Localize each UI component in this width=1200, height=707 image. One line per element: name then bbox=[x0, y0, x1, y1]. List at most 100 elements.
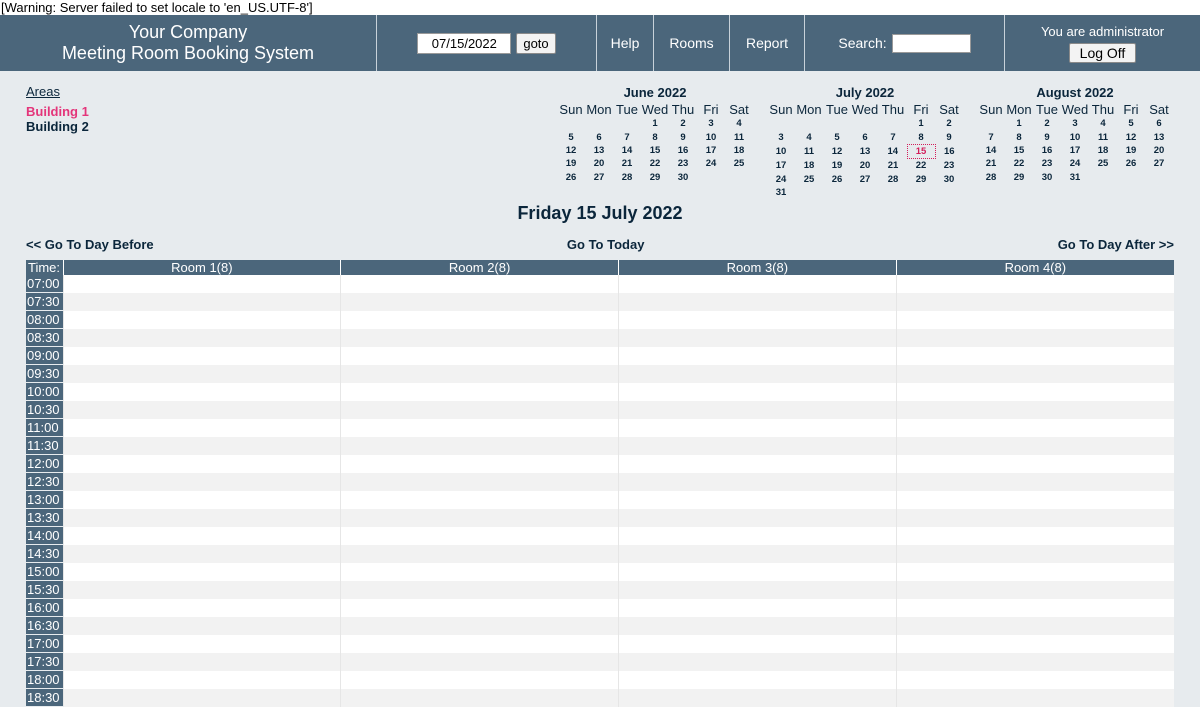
booking-cell[interactable] bbox=[618, 562, 897, 581]
calendar-day[interactable]: 15 bbox=[906, 143, 936, 160]
prev-day-link[interactable]: << Go To Day Before bbox=[26, 237, 154, 252]
booking-cell[interactable] bbox=[62, 508, 341, 527]
booking-cell[interactable] bbox=[618, 598, 897, 617]
booking-cell[interactable] bbox=[62, 670, 341, 689]
calendar-day[interactable]: 26 bbox=[1125, 158, 1137, 170]
time-label[interactable]: 08:30 bbox=[26, 328, 63, 347]
booking-cell[interactable] bbox=[895, 616, 1174, 635]
calendar-day[interactable]: 30 bbox=[1041, 171, 1053, 183]
booking-cell[interactable] bbox=[895, 508, 1174, 527]
booking-cell[interactable] bbox=[340, 634, 619, 653]
calendar-day[interactable]: 27 bbox=[1153, 158, 1165, 170]
booking-cell[interactable] bbox=[62, 310, 341, 329]
time-label[interactable]: 09:00 bbox=[26, 346, 63, 365]
booking-cell[interactable] bbox=[62, 400, 341, 419]
booking-cell[interactable] bbox=[618, 292, 897, 311]
calendar-day[interactable]: 18 bbox=[1097, 144, 1109, 156]
booking-cell[interactable] bbox=[340, 454, 619, 473]
company-title[interactable]: Your Company Meeting Room Booking System bbox=[0, 15, 377, 71]
calendar-day[interactable]: 31 bbox=[1069, 171, 1081, 183]
time-label[interactable]: 18:00 bbox=[26, 670, 63, 689]
booking-cell[interactable] bbox=[895, 310, 1174, 329]
calendar-day[interactable]: 16 bbox=[1041, 144, 1053, 156]
booking-cell[interactable] bbox=[62, 364, 341, 383]
booking-cell[interactable] bbox=[895, 670, 1174, 689]
calendar-day[interactable]: 16 bbox=[943, 145, 955, 157]
calendar-day[interactable]: 20 bbox=[1153, 144, 1165, 156]
booking-cell[interactable] bbox=[895, 634, 1174, 653]
booking-cell[interactable] bbox=[618, 400, 897, 419]
booking-cell[interactable] bbox=[618, 418, 897, 437]
room-header[interactable]: Room 2(8) bbox=[340, 260, 619, 275]
booking-cell[interactable] bbox=[62, 526, 341, 545]
time-label[interactable]: 13:00 bbox=[26, 490, 63, 509]
booking-cell[interactable] bbox=[895, 382, 1174, 401]
calendar-day[interactable]: 26 bbox=[565, 171, 577, 183]
booking-cell[interactable] bbox=[340, 526, 619, 545]
time-label[interactable]: 11:00 bbox=[26, 418, 63, 437]
calendar-day[interactable]: 15 bbox=[1013, 144, 1025, 156]
calendar-day[interactable]: 19 bbox=[1125, 144, 1137, 156]
booking-cell[interactable] bbox=[618, 454, 897, 473]
calendar-day[interactable]: 1 bbox=[652, 118, 658, 130]
calendar-day[interactable]: 21 bbox=[985, 158, 997, 170]
room-header[interactable]: Room 1(8) bbox=[62, 260, 341, 275]
booking-cell[interactable] bbox=[340, 275, 619, 293]
calendar-day[interactable]: 12 bbox=[831, 145, 843, 157]
booking-cell[interactable] bbox=[618, 275, 897, 293]
booking-cell[interactable] bbox=[895, 544, 1174, 563]
calendar-day[interactable]: 20 bbox=[593, 158, 605, 170]
calendar-day[interactable]: 3 bbox=[708, 118, 714, 130]
time-label[interactable]: 15:00 bbox=[26, 562, 63, 581]
booking-cell[interactable] bbox=[895, 580, 1174, 599]
calendar-day[interactable]: 21 bbox=[621, 158, 633, 170]
calendar-day[interactable]: 17 bbox=[705, 144, 717, 156]
booking-cell[interactable] bbox=[340, 364, 619, 383]
goto-button[interactable]: goto bbox=[516, 32, 556, 54]
time-label[interactable]: 15:30 bbox=[26, 580, 63, 599]
booking-cell[interactable] bbox=[895, 418, 1174, 437]
booking-cell[interactable] bbox=[618, 508, 897, 527]
time-label[interactable]: 18:30 bbox=[26, 688, 63, 707]
booking-cell[interactable] bbox=[62, 562, 341, 581]
calendar-day[interactable]: 2 bbox=[946, 118, 952, 130]
calendar-day[interactable]: 18 bbox=[803, 160, 815, 172]
time-label[interactable]: 10:30 bbox=[26, 400, 63, 419]
calendar-day[interactable]: 8 bbox=[652, 131, 658, 143]
booking-cell[interactable] bbox=[62, 472, 341, 491]
calendar-day[interactable]: 6 bbox=[1156, 118, 1162, 130]
calendar-day[interactable]: 6 bbox=[862, 131, 868, 143]
time-label[interactable]: 17:00 bbox=[26, 634, 63, 653]
calendar-day[interactable]: 10 bbox=[1069, 131, 1081, 143]
logoff-button[interactable]: Log Off bbox=[1068, 42, 1137, 63]
booking-cell[interactable] bbox=[62, 544, 341, 563]
calendar-day[interactable]: 20 bbox=[859, 160, 871, 172]
booking-cell[interactable] bbox=[895, 436, 1174, 455]
calendar-day[interactable]: 4 bbox=[806, 131, 812, 143]
calendar-day[interactable]: 29 bbox=[1013, 171, 1025, 183]
calendar-day[interactable]: 16 bbox=[677, 144, 689, 156]
calendar-day[interactable]: 19 bbox=[831, 160, 843, 172]
time-label[interactable]: 13:30 bbox=[26, 508, 63, 527]
time-label[interactable]: 16:30 bbox=[26, 616, 63, 635]
calendar-day[interactable]: 28 bbox=[887, 173, 899, 185]
booking-cell[interactable] bbox=[340, 472, 619, 491]
booking-cell[interactable] bbox=[62, 634, 341, 653]
booking-cell[interactable] bbox=[895, 562, 1174, 581]
calendar-day[interactable]: 25 bbox=[1097, 158, 1109, 170]
calendar-day[interactable]: 22 bbox=[915, 160, 927, 172]
booking-cell[interactable] bbox=[340, 508, 619, 527]
time-label[interactable]: 14:30 bbox=[26, 544, 63, 563]
calendar-day[interactable]: 9 bbox=[946, 131, 952, 143]
calendar-title[interactable]: June 2022 bbox=[623, 85, 687, 100]
booking-cell[interactable] bbox=[895, 454, 1174, 473]
calendar-day[interactable]: 26 bbox=[831, 173, 843, 185]
calendar-day[interactable]: 27 bbox=[859, 173, 871, 185]
search-input[interactable] bbox=[891, 33, 971, 53]
calendar-day[interactable]: 31 bbox=[775, 187, 787, 199]
booking-cell[interactable] bbox=[340, 490, 619, 509]
time-label[interactable]: 17:30 bbox=[26, 652, 63, 671]
booking-cell[interactable] bbox=[62, 652, 341, 671]
calendar-day[interactable]: 5 bbox=[1128, 118, 1134, 130]
calendar-day[interactable]: 4 bbox=[1100, 118, 1106, 130]
